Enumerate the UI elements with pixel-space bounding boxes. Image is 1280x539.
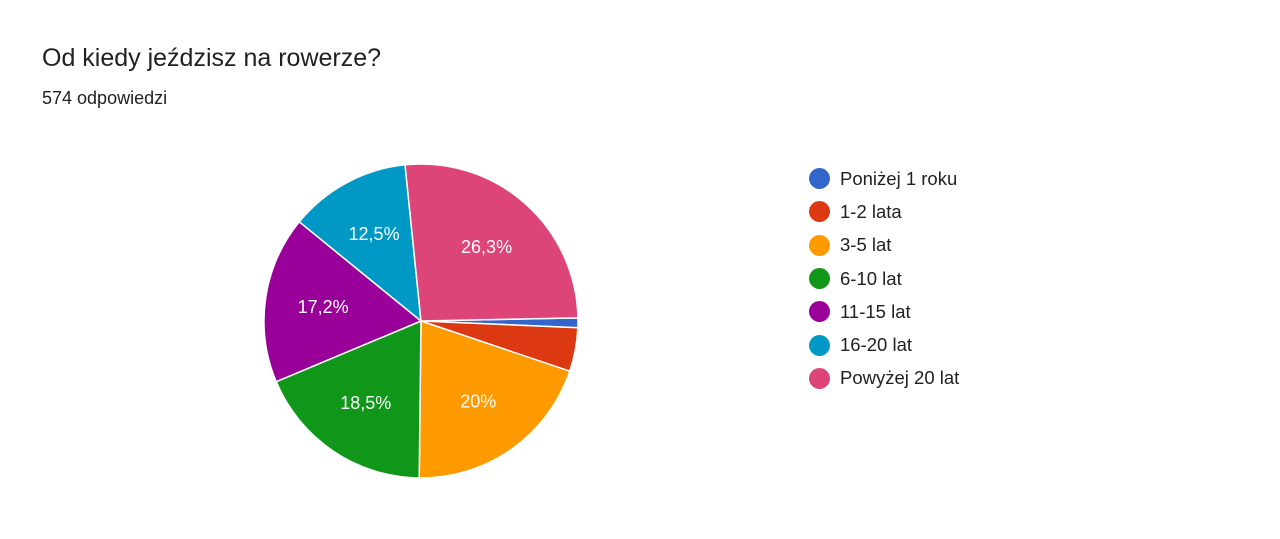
legend-item-6-10-lat[interactable]: 6-10 lat [809, 262, 959, 295]
pie-slice-11-15-lat[interactable] [263, 220, 423, 383]
legend-item-powyzej-20-lat[interactable]: Powyżej 20 lat [809, 362, 959, 395]
pie-slice-3-5-lat[interactable] [418, 319, 571, 479]
legend-swatch [809, 201, 830, 223]
legend-item-11-15-lat[interactable]: 11-15 lat [809, 295, 959, 328]
legend-label: 6-10 lat [840, 267, 902, 289]
legend-item-ponizej-1-roku[interactable]: Poniżej 1 roku [809, 162, 959, 195]
legend-item-16-20-lat[interactable]: 16-20 lat [809, 328, 959, 361]
legend-swatch [809, 268, 830, 290]
legend-swatch [809, 334, 830, 356]
pie-slice-6-10-lat[interactable] [275, 319, 422, 479]
pie-slice-16-20-lat[interactable] [298, 163, 422, 323]
legend-label: 3-5 lat [840, 234, 892, 256]
chart-legend: Poniżej 1 roku 1-2 lata 3-5 lat 6-10 lat 11-… [809, 162, 959, 395]
response-count: 574 odpowiedzi [42, 88, 168, 108]
legend-label: 11-15 lat [840, 300, 911, 322]
slice-label-6-10-lat: 18,5% [340, 393, 391, 413]
legend-item-3-5-lat[interactable]: 3-5 lat [809, 229, 959, 262]
slice-label-16-20-lat: 12,5% [349, 224, 400, 244]
legend-swatch [809, 234, 830, 256]
legend-label: 16-20 lat [840, 334, 912, 356]
slice-label-3-5-lat: 20% [460, 392, 496, 412]
legend-item-1-2-lata[interactable]: 1-2 lata [809, 195, 959, 228]
legend-swatch [809, 367, 830, 389]
slice-label-11-15-lat: 17,2% [298, 297, 349, 317]
legend-swatch [809, 168, 830, 190]
legend-label: Poniżej 1 roku [840, 167, 958, 189]
legend-swatch [809, 301, 830, 323]
slice-label-powyzej-20-lat: 26,3% [461, 237, 512, 257]
legend-label: 1-2 lata [840, 200, 902, 222]
chart-title: Od kiedy jeździsz na rowerze? [42, 44, 382, 72]
legend-label: Powyżej 20 lat [840, 367, 960, 389]
pie-slice-powyzej-20-lat[interactable] [404, 163, 579, 322]
